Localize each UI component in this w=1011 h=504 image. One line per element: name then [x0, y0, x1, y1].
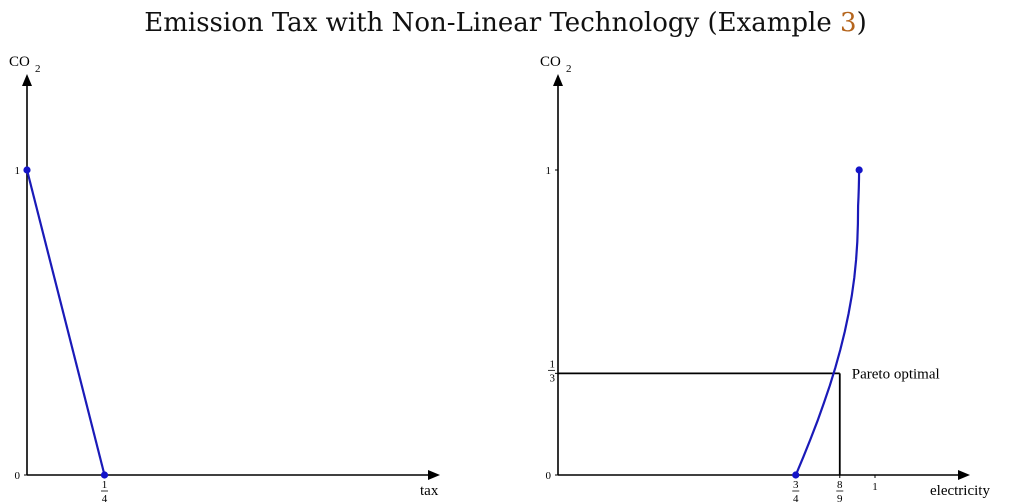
- left-data-point-0: [23, 166, 31, 174]
- left-x-tick-label-0-num: 1: [102, 479, 108, 491]
- left-x-tick-label-0-den: 4: [102, 493, 108, 504]
- right-x-tick-label-0-den: 4: [793, 493, 799, 504]
- left-x-axis-arrow: [428, 470, 440, 480]
- left-y-axis-arrow: [22, 74, 32, 86]
- left-data-point-1: [100, 471, 109, 479]
- right-chart-electricity: CO 2 electricity 0 1 3 1 3 4 8 9 1 Pareto optimal: [540, 54, 990, 504]
- right-data-point-1: [855, 166, 863, 174]
- right-x-tick-label-1-num: 8: [837, 479, 843, 491]
- right-data-point-0: [792, 471, 800, 479]
- left-y-tick-label-1: 1: [15, 165, 21, 177]
- left-y-tick-label-0: 0: [15, 470, 21, 482]
- right-y-axis-label: CO: [540, 54, 561, 70]
- right-x-axis-label: electricity: [930, 483, 990, 499]
- left-y-axis-label: CO: [9, 54, 30, 70]
- right-y-tick-label-0: 0: [546, 470, 552, 482]
- right-y-axis-label-sub: 2: [566, 63, 572, 75]
- right-x-tick-label-1-den: 9: [837, 493, 843, 504]
- left-chart-tax: CO 2 tax 0 1 1 4: [9, 54, 440, 504]
- right-y-tick-label-2: 1: [546, 165, 552, 177]
- chart-title-text: Emission Tax with Non-Linear Technology …: [144, 8, 841, 38]
- right-y-tick-label-1-num: 1: [550, 358, 556, 370]
- left-y-axis-label-sub: 2: [35, 63, 41, 75]
- right-x-axis-arrow: [958, 470, 970, 480]
- right-y-axis-arrow: [553, 74, 563, 86]
- example-reference-link[interactable]: 3: [840, 8, 857, 38]
- right-y-tick-label-1-den: 3: [550, 372, 556, 384]
- chart-title-close: ): [856, 8, 867, 38]
- left-x-axis-label: tax: [420, 483, 439, 499]
- right-x-tick-label-2: 1: [872, 481, 878, 493]
- right-series-line-0: [794, 169, 861, 476]
- right-x-tick-label-0-num: 3: [793, 479, 799, 491]
- right-annotation-0: Pareto optimal: [852, 366, 940, 382]
- left-series-line-0: [25, 169, 106, 476]
- chart-title: Emission Tax with Non-Linear Technology …: [0, 8, 1011, 38]
